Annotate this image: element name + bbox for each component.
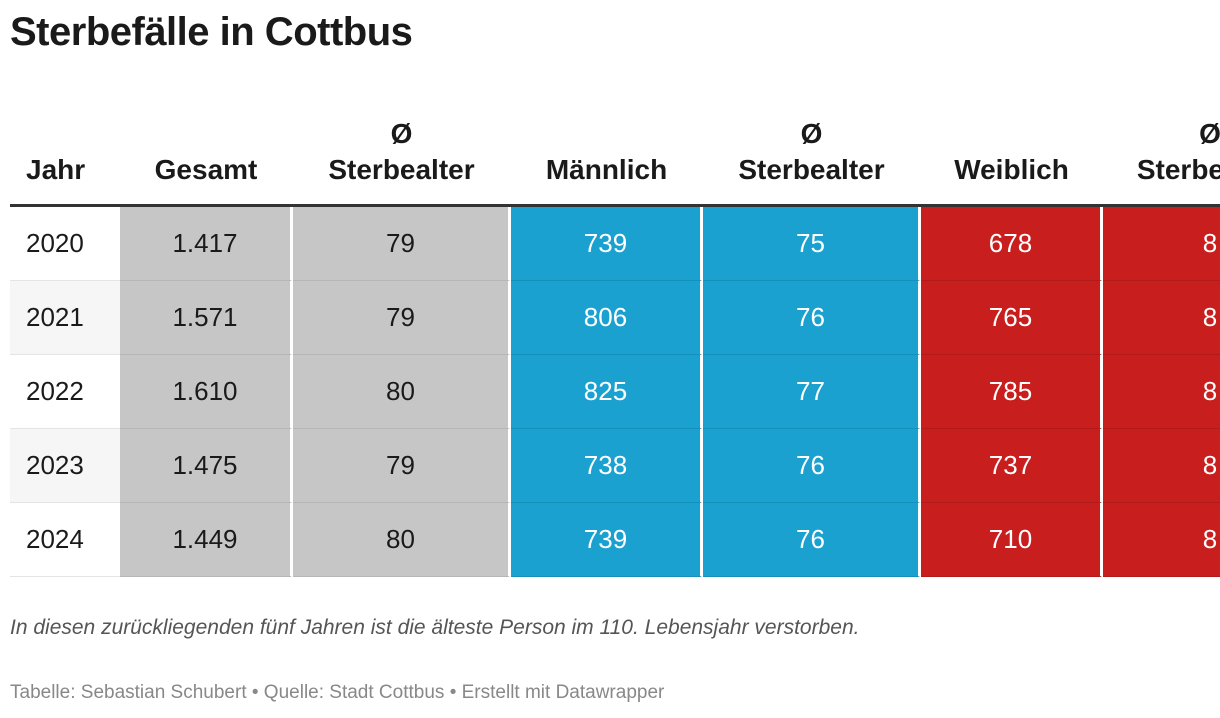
- title: Sterbefälle in Cottbus: [10, 10, 413, 54]
- table-cell-text: 76: [796, 450, 825, 480]
- table-cell-text: 76: [796, 524, 825, 554]
- column-header-text: Ø Sterbealter: [1136, 118, 1220, 185]
- table-cell: 1.417: [120, 207, 292, 281]
- table-cell: 8: [1103, 503, 1220, 577]
- table-cell-text: 739: [583, 524, 628, 554]
- table-cell: 765: [921, 281, 1102, 355]
- column-header-text: Männlich: [545, 154, 668, 185]
- table-cell: 2022: [10, 355, 120, 429]
- table-cell: 77: [703, 355, 920, 429]
- table-cell-text: 2023: [26, 450, 84, 480]
- table-cell-text: 737: [988, 450, 1033, 480]
- table-cell: 2023: [10, 429, 120, 503]
- table-cell: 1.449: [120, 503, 292, 577]
- column-header-text: Ø Sterbealter: [328, 118, 475, 185]
- table-cell: 710: [921, 503, 1102, 577]
- table-cell-text: 678: [988, 228, 1033, 258]
- table-cell: 806: [511, 281, 702, 355]
- table-cell-text: 79: [386, 228, 415, 258]
- column-header: Weiblich: [921, 110, 1102, 188]
- table-cell-text: 785: [988, 376, 1033, 406]
- note: In diesen zurückliegenden fünf Jahren is…: [10, 616, 860, 639]
- table-cell-text: 77: [796, 376, 825, 406]
- column-header: Männlich: [511, 110, 702, 188]
- table-cell: 75: [703, 207, 920, 281]
- table-cell-text: 76: [796, 302, 825, 332]
- table-cell: 1.571: [120, 281, 292, 355]
- table-cell: 80: [293, 503, 510, 577]
- table-cell: 80: [293, 355, 510, 429]
- table-cell: 76: [703, 281, 920, 355]
- column-header: Ø Sterbealter: [293, 110, 510, 188]
- column-header-text: Jahr: [26, 154, 86, 185]
- column-header: Gesamt: [120, 110, 292, 188]
- table-cell: 785: [921, 355, 1102, 429]
- column-header-text: Weiblich: [954, 154, 1069, 185]
- table-cell: 2021: [10, 281, 120, 355]
- table-cell-text: 75: [796, 228, 825, 258]
- table-cell: 76: [703, 503, 920, 577]
- column-header-text: Gesamt: [154, 154, 258, 185]
- table-cell: 2020: [10, 207, 120, 281]
- table-cell: 678: [921, 207, 1102, 281]
- table-cell: 738: [511, 429, 702, 503]
- table-cell-text: 1.417: [172, 228, 238, 258]
- footer: Tabelle: Sebastian Schubert • Quelle: St…: [10, 682, 665, 703]
- table-cell: 1.475: [120, 429, 292, 503]
- table-cell-text: 8: [1202, 524, 1218, 554]
- table-cell: 79: [293, 207, 510, 281]
- table-cell-text: 765: [988, 302, 1033, 332]
- table-cell: 1.610: [120, 355, 292, 429]
- table-cell-text: 8: [1202, 228, 1218, 258]
- table-cell-text: 1.449: [172, 524, 238, 554]
- column-header-text: Ø Sterbealter: [738, 118, 885, 185]
- table-cell: 8: [1103, 207, 1220, 281]
- column-header: Jahr: [10, 110, 120, 188]
- table-cell: 79: [293, 429, 510, 503]
- table-cell-text: 2021: [26, 302, 84, 332]
- table-cell: 8: [1103, 281, 1220, 355]
- table-cell: 739: [511, 503, 702, 577]
- table-cell-text: 825: [583, 376, 628, 406]
- table-cell-text: 79: [386, 302, 415, 332]
- column-header: Ø Sterbealter: [1103, 110, 1220, 188]
- table-cell-text: 8: [1202, 302, 1218, 332]
- table-cell-text: 2020: [26, 228, 84, 258]
- table-cell: 8: [1103, 429, 1220, 503]
- table-cell-text: 1.571: [172, 302, 238, 332]
- table-cell-text: 738: [583, 450, 628, 480]
- table-cell-text: 1.475: [172, 450, 238, 480]
- table-cell-text: 1.610: [172, 376, 238, 406]
- table-cell: 739: [511, 207, 702, 281]
- table-cell: 8: [1103, 355, 1220, 429]
- table-cell-text: 710: [988, 524, 1033, 554]
- header-rule: [10, 204, 1220, 207]
- table-cell-text: 80: [386, 524, 415, 554]
- table-cell: 2024: [10, 503, 120, 577]
- table-cell-text: 79: [386, 450, 415, 480]
- table-cell: 737: [921, 429, 1102, 503]
- table-cell-text: 2024: [26, 524, 84, 554]
- table-cell-text: 8: [1202, 376, 1218, 406]
- table-cell-text: 2022: [26, 376, 84, 406]
- table-cell-text: 739: [583, 228, 628, 258]
- table-cell-text: 8: [1202, 450, 1218, 480]
- table-cell-text: 80: [386, 376, 415, 406]
- table-cell: 76: [703, 429, 920, 503]
- table-cell: 825: [511, 355, 702, 429]
- column-header: Ø Sterbealter: [703, 110, 920, 188]
- table-cell: 79: [293, 281, 510, 355]
- table-cell-text: 806: [583, 302, 628, 332]
- table: Jahr Gesamt Ø Sterbealter Männlich Ø Sterbea…: [10, 110, 1220, 577]
